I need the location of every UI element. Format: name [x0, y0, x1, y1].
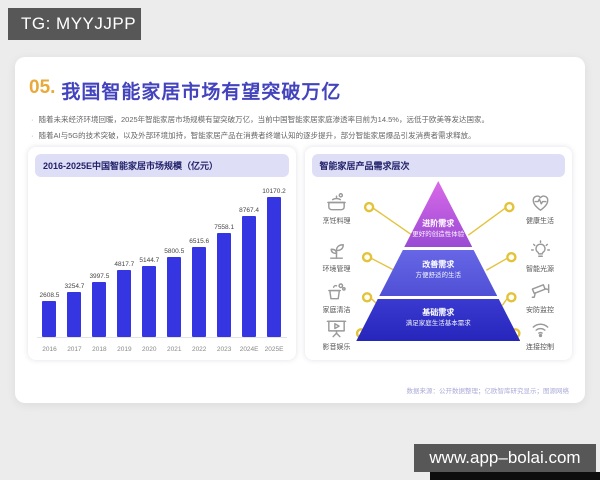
bar-rect: [192, 247, 207, 337]
need-label: 健康生活: [526, 218, 554, 225]
bar-2016: 2608.5: [37, 292, 62, 337]
bar-rect: [92, 282, 107, 337]
bar-2017: 3254.7: [62, 283, 87, 337]
x-tick-label: 2018: [92, 346, 107, 353]
need-item-environment: 环境管理: [314, 239, 360, 274]
bar-rect: [267, 197, 282, 337]
data-source-note: 数据来源：公开数据整理；亿欧智库研究显示；图源网络: [406, 388, 570, 395]
bar-value: 7558.1: [214, 224, 235, 231]
x-tick-label: 2025E: [264, 346, 284, 353]
bar-value: 6515.6: [189, 238, 210, 245]
pyramid-tier-improve: 改善需求 方便舒适的生活: [379, 250, 498, 296]
x-tick-label: 2022: [191, 346, 207, 353]
bar-chart: 2608.5 3254.7 3997.5 4817.7 5144.7 5800.5 6515…: [37, 187, 287, 338]
demand-pyramid-panel: 智能家居产品需求层次 进阶需求 更好的创造性体验: [304, 147, 572, 360]
need-label: 智能光源: [526, 266, 554, 273]
bullet-dot: ·: [31, 115, 34, 124]
security-icon: [531, 284, 549, 298]
bar-value: 3254.7: [64, 283, 85, 290]
need-label: 家庭清洁: [322, 307, 351, 314]
health-icon: [532, 195, 548, 211]
bar-rect: [217, 233, 232, 337]
x-tick-label: 2017: [67, 346, 82, 353]
need-label: 连接控制: [526, 344, 554, 351]
cleaning-icon: [328, 283, 346, 300]
bar-rect: [142, 266, 157, 337]
need-item-cooking: 烹饪料理: [314, 191, 360, 226]
environment-icon: [330, 244, 344, 259]
bar-value: 8767.4: [239, 207, 260, 214]
bar-rect: [42, 301, 57, 337]
chart-panel-title: 2016-2025E中国智能家居市场规模（亿元）: [35, 154, 289, 177]
tier-name: 改善需求: [422, 260, 455, 269]
intro-bullets: · 随着未来经济环境回暖，2025年智能家居市场规模有望突破万亿，当前中国智能家居…: [31, 112, 569, 144]
main-card: 05. 我国智能家居市场有望突破万亿 · 随着未来经济环境回暖，2025年智能家居…: [15, 57, 585, 403]
need-item-cleaning: 家庭清洁: [314, 280, 360, 315]
pyramid-tier-advanced: 进阶需求 更好的创造性体验: [404, 181, 473, 247]
bar-2019: 4817.7: [112, 261, 137, 337]
x-axis-labels: 2016 2017 2018 2019 2020 2021 2022 2023 2024E 202…: [37, 346, 287, 353]
wifi-icon: [532, 323, 548, 338]
tier-desc: 更好的创造性体验: [412, 231, 465, 238]
bar-2020: 5144.7: [137, 257, 162, 337]
need-item-health: 健康生活: [517, 191, 563, 226]
page-title: 05. 我国智能家居市场有望突破万亿: [29, 77, 569, 104]
need-item-entertainment: 影音娱乐: [314, 317, 360, 352]
pyramid-panel-title: 智能家居产品需求层次: [311, 154, 565, 177]
market-size-chart-panel: 2016-2025E中国智能家居市场规模（亿元） 2608.5 3254.7 399…: [28, 147, 296, 360]
bar-rect: [117, 270, 132, 337]
light-icon: [530, 240, 550, 257]
pyramid-tier-basic: 基础需求 满足家庭生活基本需求: [356, 299, 521, 341]
x-tick-label: 2021: [167, 346, 182, 353]
bar-value: 5144.7: [139, 257, 160, 264]
bullet-2: · 随着AI与5G的技术突破，以及外部环境加持，智能家居产品在消费者终端认知的逐步…: [31, 128, 569, 144]
bar-rect: [67, 292, 82, 337]
bar-2025E: 10170.2: [262, 188, 287, 337]
tier-desc: 满足家庭生活基本需求: [405, 320, 471, 327]
need-item-wifi: 连接控制: [517, 317, 563, 352]
x-tick-label: 2023: [216, 346, 232, 353]
x-tick-label: 2019: [117, 346, 132, 353]
demand-pyramid: 进阶需求 更好的创造性体验 改善需求 方便舒适的生活 基础需求 满足家庭生活基本…: [356, 181, 521, 341]
tier-name: 进阶需求: [422, 219, 455, 228]
bar-value: 2608.5: [39, 292, 60, 299]
entertainment-icon: [326, 320, 347, 338]
need-label: 烹饪料理: [322, 218, 351, 225]
section-title: 我国智能家居市场有望突破万亿: [61, 82, 342, 103]
need-item-security: 安防监控: [517, 280, 563, 315]
bar-rect: [167, 257, 182, 337]
bar-2021: 5800.5: [162, 248, 187, 337]
cooking-icon: [327, 193, 346, 211]
telegram-badge: TG: MYYJJPP: [8, 8, 141, 40]
bar-2022: 6515.6: [187, 238, 212, 337]
section-number: 05.: [29, 77, 56, 98]
bar-value: 3997.5: [89, 273, 110, 280]
bar-value: 5800.5: [164, 248, 185, 255]
bottom-black-strip: [430, 472, 600, 480]
bullet-2-text: 随着AI与5G的技术突破，以及外部环境加持，智能家居产品在消费者终端认知的逐步提…: [38, 130, 476, 140]
need-label: 环境管理: [322, 266, 351, 273]
bar-value: 4817.7: [114, 261, 135, 268]
bar-2024E: 8767.4: [237, 207, 262, 337]
tier-name: 基础需求: [422, 308, 455, 317]
need-item-light: 智能光源: [517, 239, 563, 274]
x-tick-label: 2020: [142, 346, 157, 353]
bar-rect: [242, 216, 257, 337]
website-badge: www.app–bolai.com: [414, 444, 596, 472]
need-label: 安防监控: [526, 307, 554, 314]
bullet-dot: ·: [31, 130, 34, 140]
x-tick-label: 2024E: [239, 346, 259, 353]
bar-2018: 3997.5: [87, 273, 112, 337]
bullet-1-text: 随着未来经济环境回暖，2025年智能家居市场规模有望突破万亿，当前中国智能家居家…: [38, 115, 489, 124]
x-tick-label: 2016: [42, 346, 57, 353]
need-label: 影音娱乐: [322, 344, 351, 351]
bar-value: 10170.2: [262, 188, 286, 195]
bullet-1: · 随着未来经济环境回暖，2025年智能家居市场规模有望突破万亿，当前中国智能家居…: [31, 112, 569, 128]
bar-2023: 7558.1: [212, 224, 237, 337]
tier-desc: 方便舒适的生活: [415, 272, 462, 279]
